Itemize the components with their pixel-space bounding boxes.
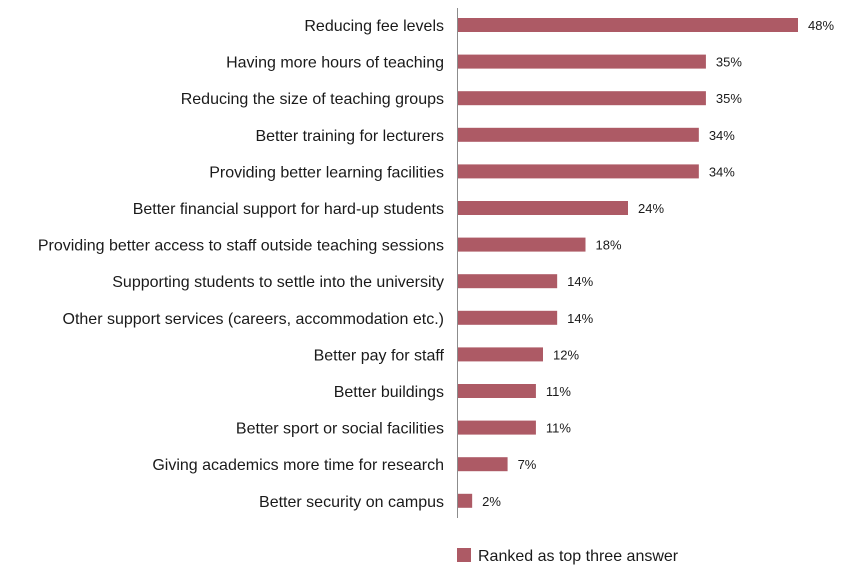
category-label: Better training for lecturers — [255, 128, 444, 145]
category-label: Better sport or social facilities — [236, 421, 444, 438]
category-labels: Reducing fee levels Having more hours of … — [38, 18, 445, 511]
value-label: 34% — [709, 164, 735, 179]
value-label: 34% — [709, 128, 735, 143]
category-label: Better pay for staff — [314, 347, 445, 364]
bar — [458, 274, 558, 289]
value-label: 2% — [482, 494, 501, 509]
category-label: Other support services (careers, accommo… — [63, 311, 444, 328]
category-label: Reducing fee levels — [304, 18, 444, 35]
category-label: Better security on campus — [259, 494, 444, 511]
value-label: 12% — [553, 347, 579, 362]
legend: Ranked as top three answer — [457, 548, 679, 565]
category-label: Providing better learning facilities — [209, 164, 444, 181]
value-label: 35% — [716, 91, 742, 106]
category-label: Having more hours of teaching — [226, 55, 444, 72]
bar — [458, 237, 586, 252]
bar — [458, 347, 543, 362]
value-label: 24% — [638, 201, 664, 216]
bar-series — [458, 18, 798, 508]
value-label: 11% — [546, 421, 571, 436]
category-label: Reducing the size of teaching groups — [181, 91, 444, 108]
bar — [458, 420, 536, 435]
category-label: Providing better access to staff outside… — [38, 238, 444, 255]
legend-swatch — [457, 548, 471, 562]
value-label: 14% — [567, 311, 593, 326]
category-label: Supporting students to settle into the u… — [112, 274, 444, 291]
category-label: Giving academics more time for research — [152, 457, 444, 474]
bar — [458, 457, 508, 472]
value-label: 7% — [518, 457, 537, 472]
value-label: 18% — [596, 238, 622, 253]
bar — [458, 164, 699, 179]
legend-label: Ranked as top three answer — [478, 548, 679, 565]
bar — [458, 384, 536, 398]
value-label: 48% — [808, 18, 834, 33]
bar — [458, 493, 473, 508]
value-labels: 48% 35% 35% 34% 34% 24% 18% 14% 14% 12% 11% 11% 7% 2% — [482, 18, 834, 509]
value-label: 14% — [567, 274, 593, 289]
bar — [458, 310, 558, 325]
value-label: 35% — [716, 55, 742, 70]
value-label: 11% — [546, 384, 571, 399]
bar — [458, 127, 699, 142]
category-label: Better financial support for hard-up stu… — [133, 201, 444, 218]
bar — [458, 201, 628, 215]
bar — [458, 18, 798, 32]
category-label: Better buildings — [334, 384, 444, 401]
bar — [458, 54, 706, 69]
bar — [458, 91, 706, 106]
